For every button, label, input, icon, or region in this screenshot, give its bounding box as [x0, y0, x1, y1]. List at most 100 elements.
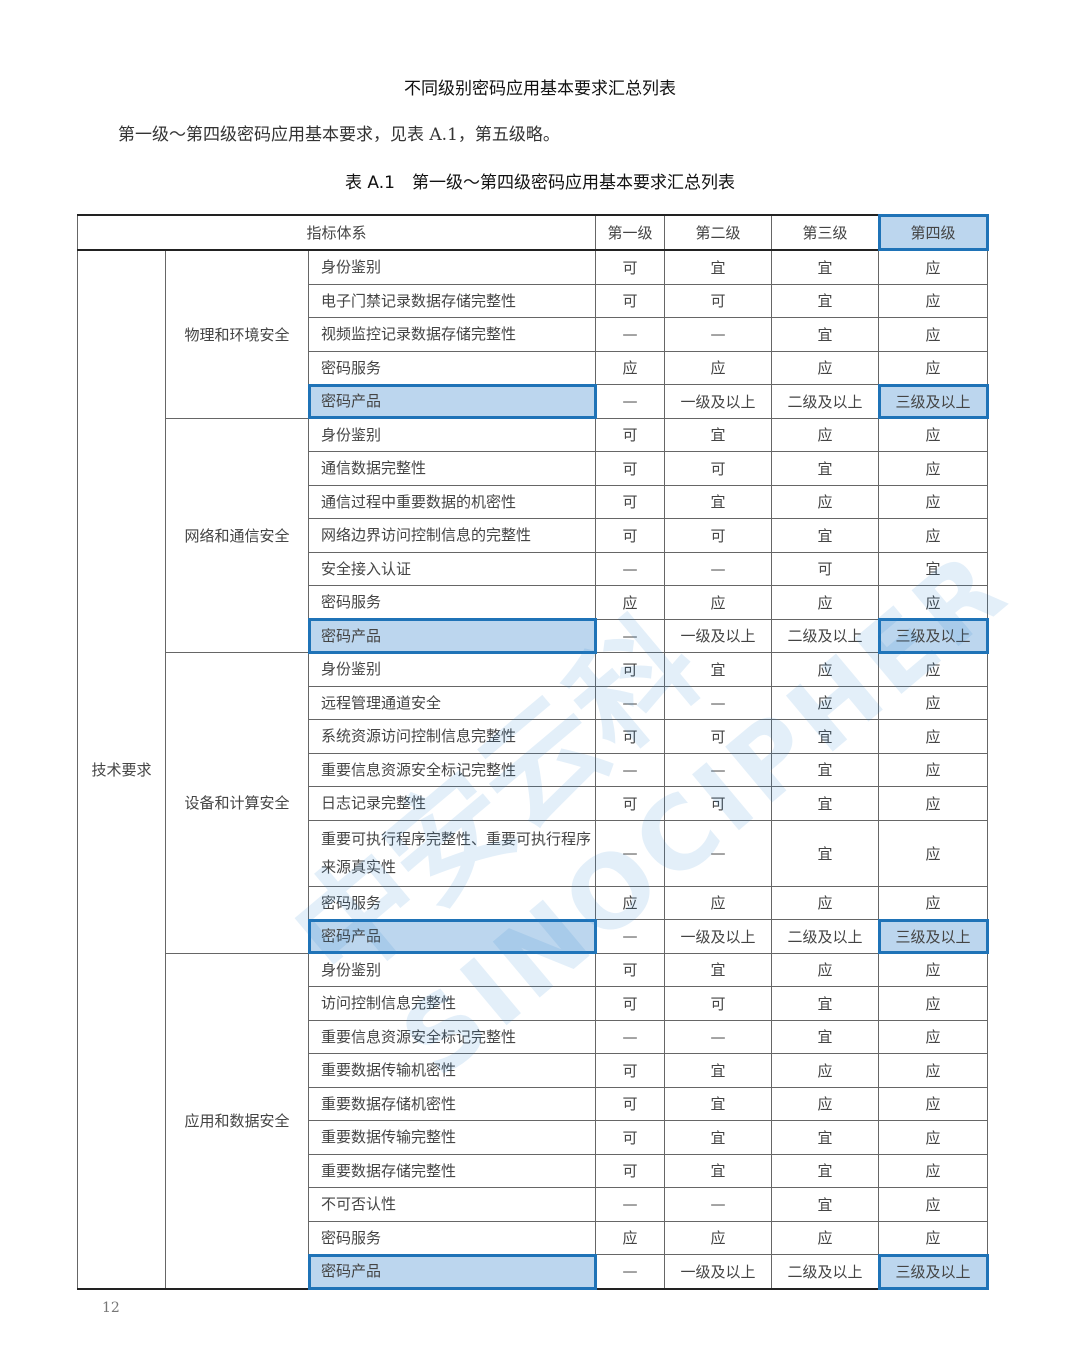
indicator-cell: 远程管理通道安全 [307, 685, 597, 720]
level-cell: 应 [771, 350, 880, 385]
indicator-cell: 重要数据存储完整性 [307, 1153, 597, 1188]
level-cell: 宜 [771, 786, 880, 821]
level-cell: 宜 [771, 719, 880, 754]
column-header: 第四级 [877, 214, 989, 251]
level-cell: 宜 [664, 952, 773, 987]
level-cell: 宜 [664, 417, 773, 452]
level-cell: — [664, 685, 773, 720]
level-cell: 可 [595, 484, 666, 519]
level-cell: — [664, 1019, 773, 1054]
level-cell: 可 [664, 518, 773, 553]
indicator-cell: 密码服务 [307, 585, 597, 620]
level-cell: 可 [595, 249, 666, 285]
level-cell: 可 [595, 1153, 666, 1188]
level-cell: 可 [595, 1120, 666, 1155]
level-cell: 应 [771, 1053, 880, 1088]
table-row: 应用和数据安全 身份鉴别可宜应应 [78, 952, 989, 1289]
level-cell: — [595, 685, 666, 720]
indicator-cell: 密码服务 [307, 885, 597, 920]
level-cell: 可 [595, 986, 666, 1021]
level-cell: 宜 [664, 652, 773, 687]
level-cell: 二级及以上 [771, 618, 880, 653]
level-cell: 三级及以上 [877, 618, 989, 654]
section-cell: 网络和通信安全 [165, 417, 309, 653]
level-cell: 应 [771, 1220, 880, 1255]
level-cell: 二级及以上 [771, 919, 880, 954]
level-cell: 应 [878, 685, 989, 720]
table-row: 技术要求 物理和环境安全 身份鉴别可宜宜应 [77, 249, 989, 1289]
level-cell: 应 [771, 685, 880, 720]
table-row: 密码产品 — 一级及以上 二级及以上 三级及以上 [78, 383, 989, 419]
level-cell: — [664, 317, 773, 352]
header-row: 指标体系 第一级 第二级 第三级 第四级 [76, 214, 989, 251]
table-row: 不可否认性 — — 宜应 [78, 1187, 989, 1222]
level-cell: 应 [878, 283, 989, 318]
level-cell: 宜 [664, 1053, 773, 1088]
level-cell: 应 [771, 952, 880, 987]
level-cell: 宜 [771, 1120, 880, 1155]
indicator-cell: 密码产品 [307, 918, 597, 954]
indicator-cell: 密码服务 [307, 1220, 597, 1255]
section-cell: 应用和数据安全 [165, 952, 309, 1289]
level-cell: 一级及以上 [664, 1254, 773, 1289]
column-header: 第二级 [664, 214, 773, 251]
level-cell: 可 [595, 1086, 666, 1121]
indicator-cell: 重要数据存储机密性 [307, 1086, 597, 1121]
indicator-cell: 密码服务 [307, 350, 597, 385]
level-cell: 应 [878, 350, 989, 385]
level-cell: — [595, 317, 666, 352]
level-cell: 应 [595, 350, 666, 385]
level-cell: 可 [595, 518, 666, 553]
level-cell: 宜 [664, 1153, 773, 1188]
level-cell: 应 [878, 819, 989, 887]
indicator-cell: 网络边界访问控制信息的完整性 [307, 518, 597, 553]
level-cell: — [595, 1254, 666, 1289]
level-cell: 应 [664, 350, 773, 385]
level-cell: 可 [664, 786, 773, 821]
level-cell: 可 [595, 786, 666, 821]
level-cell: 宜 [664, 1120, 773, 1155]
table-row: 远程管理通道安全 — — 应应 [78, 685, 989, 720]
level-cell: 可 [664, 986, 773, 1021]
level-cell: 应 [878, 1053, 989, 1088]
page-title: 不同级别密码应用基本要求汇总列表 [404, 79, 676, 99]
level-cell: 应 [878, 952, 989, 987]
level-cell: — [595, 384, 666, 419]
indicator-cell: 身份鉴别 [307, 952, 597, 987]
level-cell: 应 [878, 752, 989, 787]
requirements-table: 指标体系 第一级 第二级 第三级 第四级 技术要求 物理和环境安全 身份鉴别可宜宜应电子门禁记… [76, 214, 989, 1290]
level-cell: 应 [664, 585, 773, 620]
level-cell: 宜 [771, 249, 880, 285]
indicator-cell: 重要数据传输机密性 [307, 1053, 597, 1088]
level-cell: 应 [878, 719, 989, 754]
table-row: 密码服务应应应应 [78, 885, 989, 920]
level-cell: 可 [595, 451, 666, 486]
level-cell: 应 [878, 417, 989, 452]
level-cell: 应 [878, 518, 989, 553]
table-row: 电子门禁记录数据存储完整性可可宜应 [78, 283, 989, 318]
table-row: 重要信息资源安全标记完整性 — — 宜应 [78, 752, 989, 787]
column-header: 指标体系 [76, 214, 597, 251]
section-cell: 物理和环境安全 [165, 249, 309, 419]
level-cell: 可 [595, 719, 666, 754]
indicator-cell: 重要信息资源安全标记完整性 [307, 1019, 597, 1054]
level-cell: 宜 [771, 1153, 880, 1188]
level-cell: 应 [878, 1086, 989, 1121]
indicator-cell: 电子门禁记录数据存储完整性 [307, 283, 597, 318]
table-row: 重要数据存储机密性可宜应应 [78, 1086, 989, 1121]
indicator-cell: 密码产品 [307, 383, 597, 419]
indicator-cell: 通信数据完整性 [307, 451, 597, 486]
table-row: 网络和通信安全 身份鉴别可宜应应 [78, 417, 989, 653]
level-cell: — [595, 919, 666, 954]
level-cell: — [595, 1019, 666, 1054]
level-cell: 应 [878, 1220, 989, 1255]
intro-paragraph: 第一级～第四级密码应用基本要求，见表 A.1，第五级略。 [118, 125, 560, 145]
level-cell: 应 [771, 585, 880, 620]
level-cell: — [595, 551, 666, 586]
level-cell: 应 [664, 1220, 773, 1255]
level-cell: 应 [771, 484, 880, 519]
indicator-cell: 身份鉴别 [307, 249, 597, 285]
level-cell: — [595, 1187, 666, 1222]
level-cell: 应 [878, 451, 989, 486]
indicator-cell: 密码产品 [307, 1253, 597, 1290]
